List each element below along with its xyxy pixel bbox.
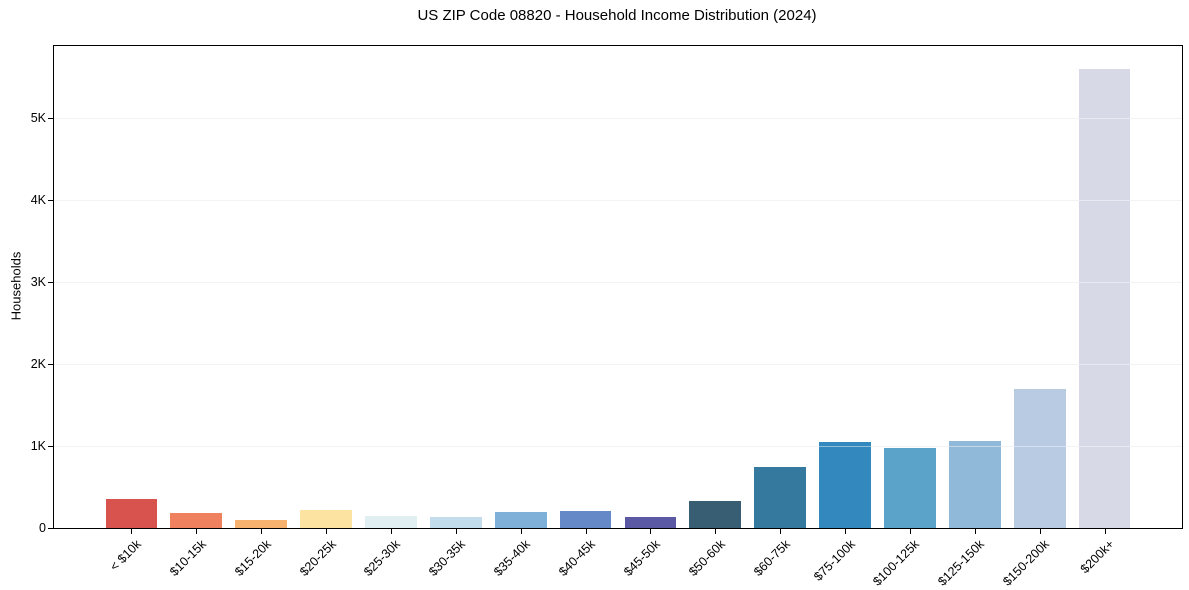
x-tick <box>131 528 133 534</box>
x-tick <box>196 528 198 534</box>
x-tick <box>261 528 263 534</box>
bar-5 <box>365 515 417 528</box>
y-tick <box>48 282 53 284</box>
gridline <box>54 446 1182 447</box>
bar-16 <box>1078 69 1131 528</box>
x-tick <box>1104 528 1106 534</box>
gridline <box>54 118 1182 120</box>
x-tick <box>650 528 652 534</box>
x-tick <box>1039 528 1041 534</box>
bar-1 <box>105 498 158 528</box>
x-tick <box>974 528 976 534</box>
y-tick-label: 1K <box>30 438 46 453</box>
bar-15 <box>1013 388 1066 528</box>
y-tick <box>48 445 53 448</box>
x-tick <box>326 528 328 534</box>
y-tick-label: 5K <box>30 110 46 125</box>
gridline-overlay <box>54 282 1182 284</box>
x-tick <box>455 528 457 534</box>
bar-9 <box>624 516 677 528</box>
gridline-overlay <box>54 200 1182 202</box>
bar-3 <box>235 520 288 528</box>
bar-11 <box>754 466 807 528</box>
y-tick-label: 2K <box>30 356 46 371</box>
y-tick <box>48 364 53 366</box>
x-tick <box>715 528 717 534</box>
y-tick-label: 3K <box>30 274 46 289</box>
gridline <box>54 282 1182 284</box>
gridline <box>54 364 1182 366</box>
x-tick <box>520 528 522 534</box>
x-tick-label: < $10k <box>107 536 144 574</box>
bar-14 <box>948 441 1001 528</box>
gridline <box>54 200 1182 202</box>
bar-10 <box>689 500 742 528</box>
y-tick-label: 0 <box>39 520 46 535</box>
x-tick <box>909 528 911 534</box>
y-tick-label: 4K <box>30 192 46 207</box>
y-tick <box>48 200 53 202</box>
gridline-overlay <box>54 364 1182 366</box>
bar-13 <box>884 447 936 528</box>
bar-8 <box>559 510 612 528</box>
y-tick <box>48 527 53 530</box>
bar-7 <box>494 512 547 528</box>
y-tick <box>48 118 53 120</box>
plot-area <box>53 45 1183 529</box>
x-tick <box>585 528 587 534</box>
bar-4 <box>300 510 352 528</box>
gridline-overlay <box>54 118 1182 120</box>
bar-2 <box>170 513 223 528</box>
x-tick <box>780 528 782 534</box>
x-tick <box>845 528 847 534</box>
bar-6 <box>429 516 482 528</box>
x-tick <box>390 528 392 534</box>
bar-12 <box>819 441 871 528</box>
chart-title: US ZIP Code 08820 - Household Income Dis… <box>417 7 817 24</box>
gridline-overlay <box>54 446 1182 447</box>
